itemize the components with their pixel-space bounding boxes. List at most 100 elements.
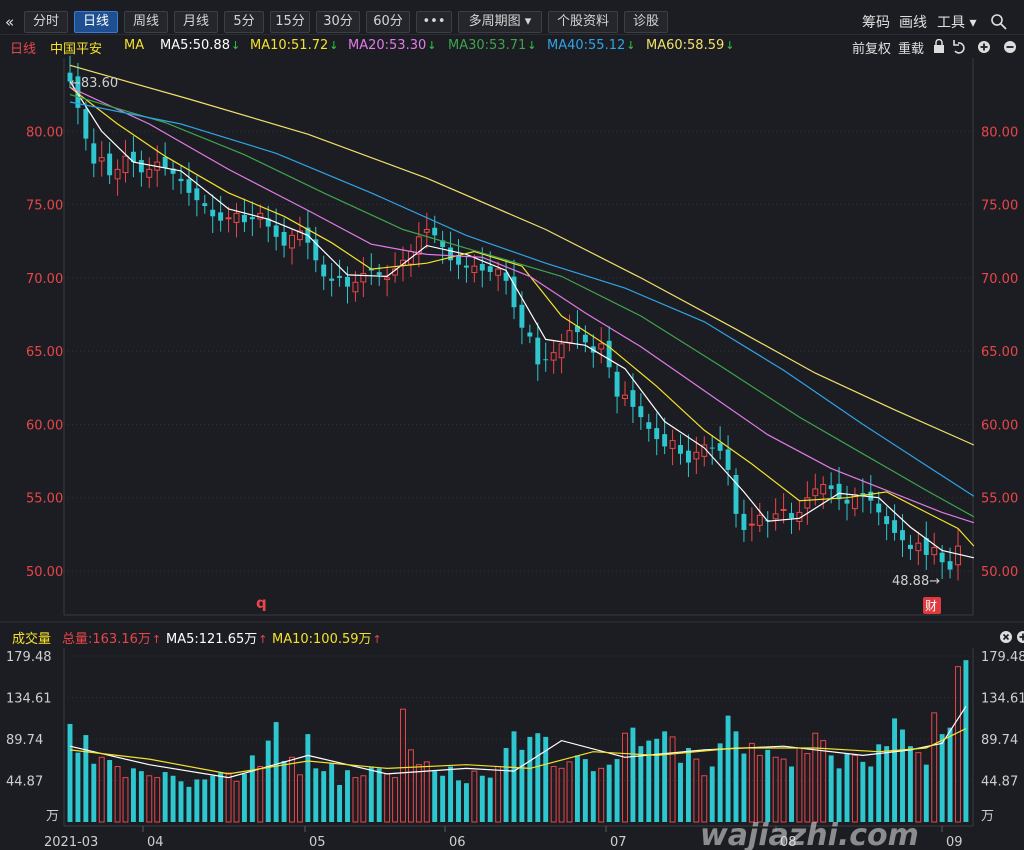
volume-bar — [305, 734, 311, 822]
volume-bar — [218, 772, 224, 822]
price-tick-right: 70.00 — [981, 272, 1018, 287]
volume-bar — [321, 771, 327, 822]
zoom-in-icon[interactable] — [978, 41, 990, 53]
candlestick — [384, 264, 391, 297]
adjust-button[interactable]: 前复权 — [852, 42, 892, 57]
candlestick — [91, 128, 97, 178]
toolbar-button-6[interactable]: 30分 — [316, 11, 360, 33]
toolbar-button-7[interactable]: 60分 — [366, 11, 410, 33]
volume-bar — [527, 736, 533, 822]
candlestick — [765, 511, 771, 538]
undo-icon[interactable] — [953, 40, 965, 54]
volume-bar — [138, 771, 144, 822]
lock-icon[interactable] — [934, 39, 944, 54]
candlestick — [851, 487, 858, 517]
volume-bar — [170, 775, 176, 822]
volume-bar — [210, 775, 216, 822]
volume-bar — [931, 712, 938, 823]
volume-bar — [939, 734, 945, 822]
candlestick — [630, 373, 636, 423]
volume-bar — [83, 735, 89, 822]
volume-bar — [345, 770, 350, 822]
volume-unit-right: 万 — [981, 809, 994, 824]
candlestick — [210, 194, 216, 234]
ma-header: 日线 中国平安 MA MA5:50.88↓ MA10:51.72↓ MA20:53.… — [0, 35, 1024, 57]
candlestick — [931, 532, 938, 565]
ma-value-1: MA10:51.72↓ — [250, 38, 339, 53]
toolbar-button-8[interactable]: ••• — [416, 11, 452, 33]
toolbar-button-5[interactable]: 15分 — [270, 11, 310, 33]
volume-bar — [709, 766, 715, 822]
price-tick-right: 80.00 — [981, 125, 1018, 140]
volume-panel-icons — [1000, 631, 1024, 643]
candlestick — [654, 412, 660, 456]
volume-bar — [535, 733, 541, 822]
toolbar-button-11[interactable]: 诊股 — [624, 11, 668, 33]
volume-bar — [900, 729, 905, 822]
toolbar-button-9[interactable]: 多周期图 ▾ — [458, 11, 542, 33]
volume-tick-right: 179.48 — [981, 650, 1024, 665]
candlestick — [550, 341, 557, 374]
reset-button[interactable]: 重载 — [898, 42, 925, 57]
candlestick — [836, 466, 842, 511]
volume-bar — [947, 727, 953, 822]
watermark: wajiazhi.com — [700, 818, 919, 850]
volume-axis: 179.48 179.48 134.61 134.61 89.74 89.74 44.87 4… — [6, 650, 1024, 824]
candlestick — [709, 434, 715, 465]
candlestick — [685, 434, 691, 477]
price-tick-right: 55.00 — [981, 492, 1018, 507]
volume-tick-right: 134.61 — [981, 692, 1024, 707]
candlestick — [582, 325, 588, 353]
chips-button[interactable]: 筹码 — [862, 15, 890, 31]
volume-bar — [352, 777, 359, 823]
volume-bar — [756, 754, 763, 823]
volume-bar — [146, 775, 153, 823]
toolbar-button-2[interactable]: 周线 — [124, 11, 168, 33]
volume-bar — [884, 746, 890, 822]
candlestick — [606, 326, 612, 379]
close-icon[interactable] — [1000, 631, 1012, 643]
candlestick — [598, 327, 605, 364]
tools-menu[interactable]: 工具 ▾ — [937, 15, 977, 31]
volume-bar — [329, 762, 335, 822]
volume-bar — [265, 740, 271, 822]
candlestick — [772, 498, 779, 531]
volume-bar — [772, 756, 779, 823]
toolbar-button-10[interactable]: 个股资料 — [548, 11, 618, 33]
volume-bar — [820, 740, 827, 823]
volume-bar — [598, 767, 605, 823]
volume-bar — [313, 768, 319, 822]
toolbar-button-0[interactable]: 分时 — [24, 11, 68, 33]
volume-bar — [963, 660, 969, 822]
financial-badge[interactable]: 财 — [923, 597, 941, 614]
draw-line-button[interactable]: 画线 — [899, 15, 927, 31]
candlestick — [527, 324, 533, 344]
candlestick — [622, 381, 628, 407]
search-icon[interactable] — [990, 13, 1008, 31]
collapse-icon[interactable]: « — [5, 13, 15, 31]
volume-bar — [828, 755, 834, 822]
zoom-out-icon[interactable] — [1004, 41, 1016, 53]
price-tick-right: 65.00 — [981, 345, 1018, 360]
candlestick — [503, 259, 509, 295]
toolbar-button-3[interactable]: 月线 — [174, 11, 218, 33]
stock-name: 中国平安 — [50, 42, 103, 57]
volume-bar — [780, 758, 787, 823]
candlestick — [471, 254, 478, 283]
ma-indicator-label[interactable]: MA — [124, 38, 145, 53]
price-tick-left: 70.00 — [26, 272, 63, 287]
candlestick — [352, 271, 359, 302]
volume-bar — [725, 715, 731, 822]
add-indicator-icon[interactable] — [1017, 631, 1024, 643]
toolbar-button-4[interactable]: 5分 — [224, 11, 264, 33]
toolbar-button-1[interactable]: 日线 — [74, 11, 118, 33]
volume-bar — [122, 777, 129, 823]
volume-bar — [281, 760, 287, 822]
candlestick — [662, 417, 668, 455]
candlestick — [756, 502, 763, 532]
volume-bar — [519, 749, 525, 822]
q-marker: q — [256, 594, 267, 612]
volume-bar — [574, 755, 580, 822]
volume-bar — [868, 766, 874, 822]
